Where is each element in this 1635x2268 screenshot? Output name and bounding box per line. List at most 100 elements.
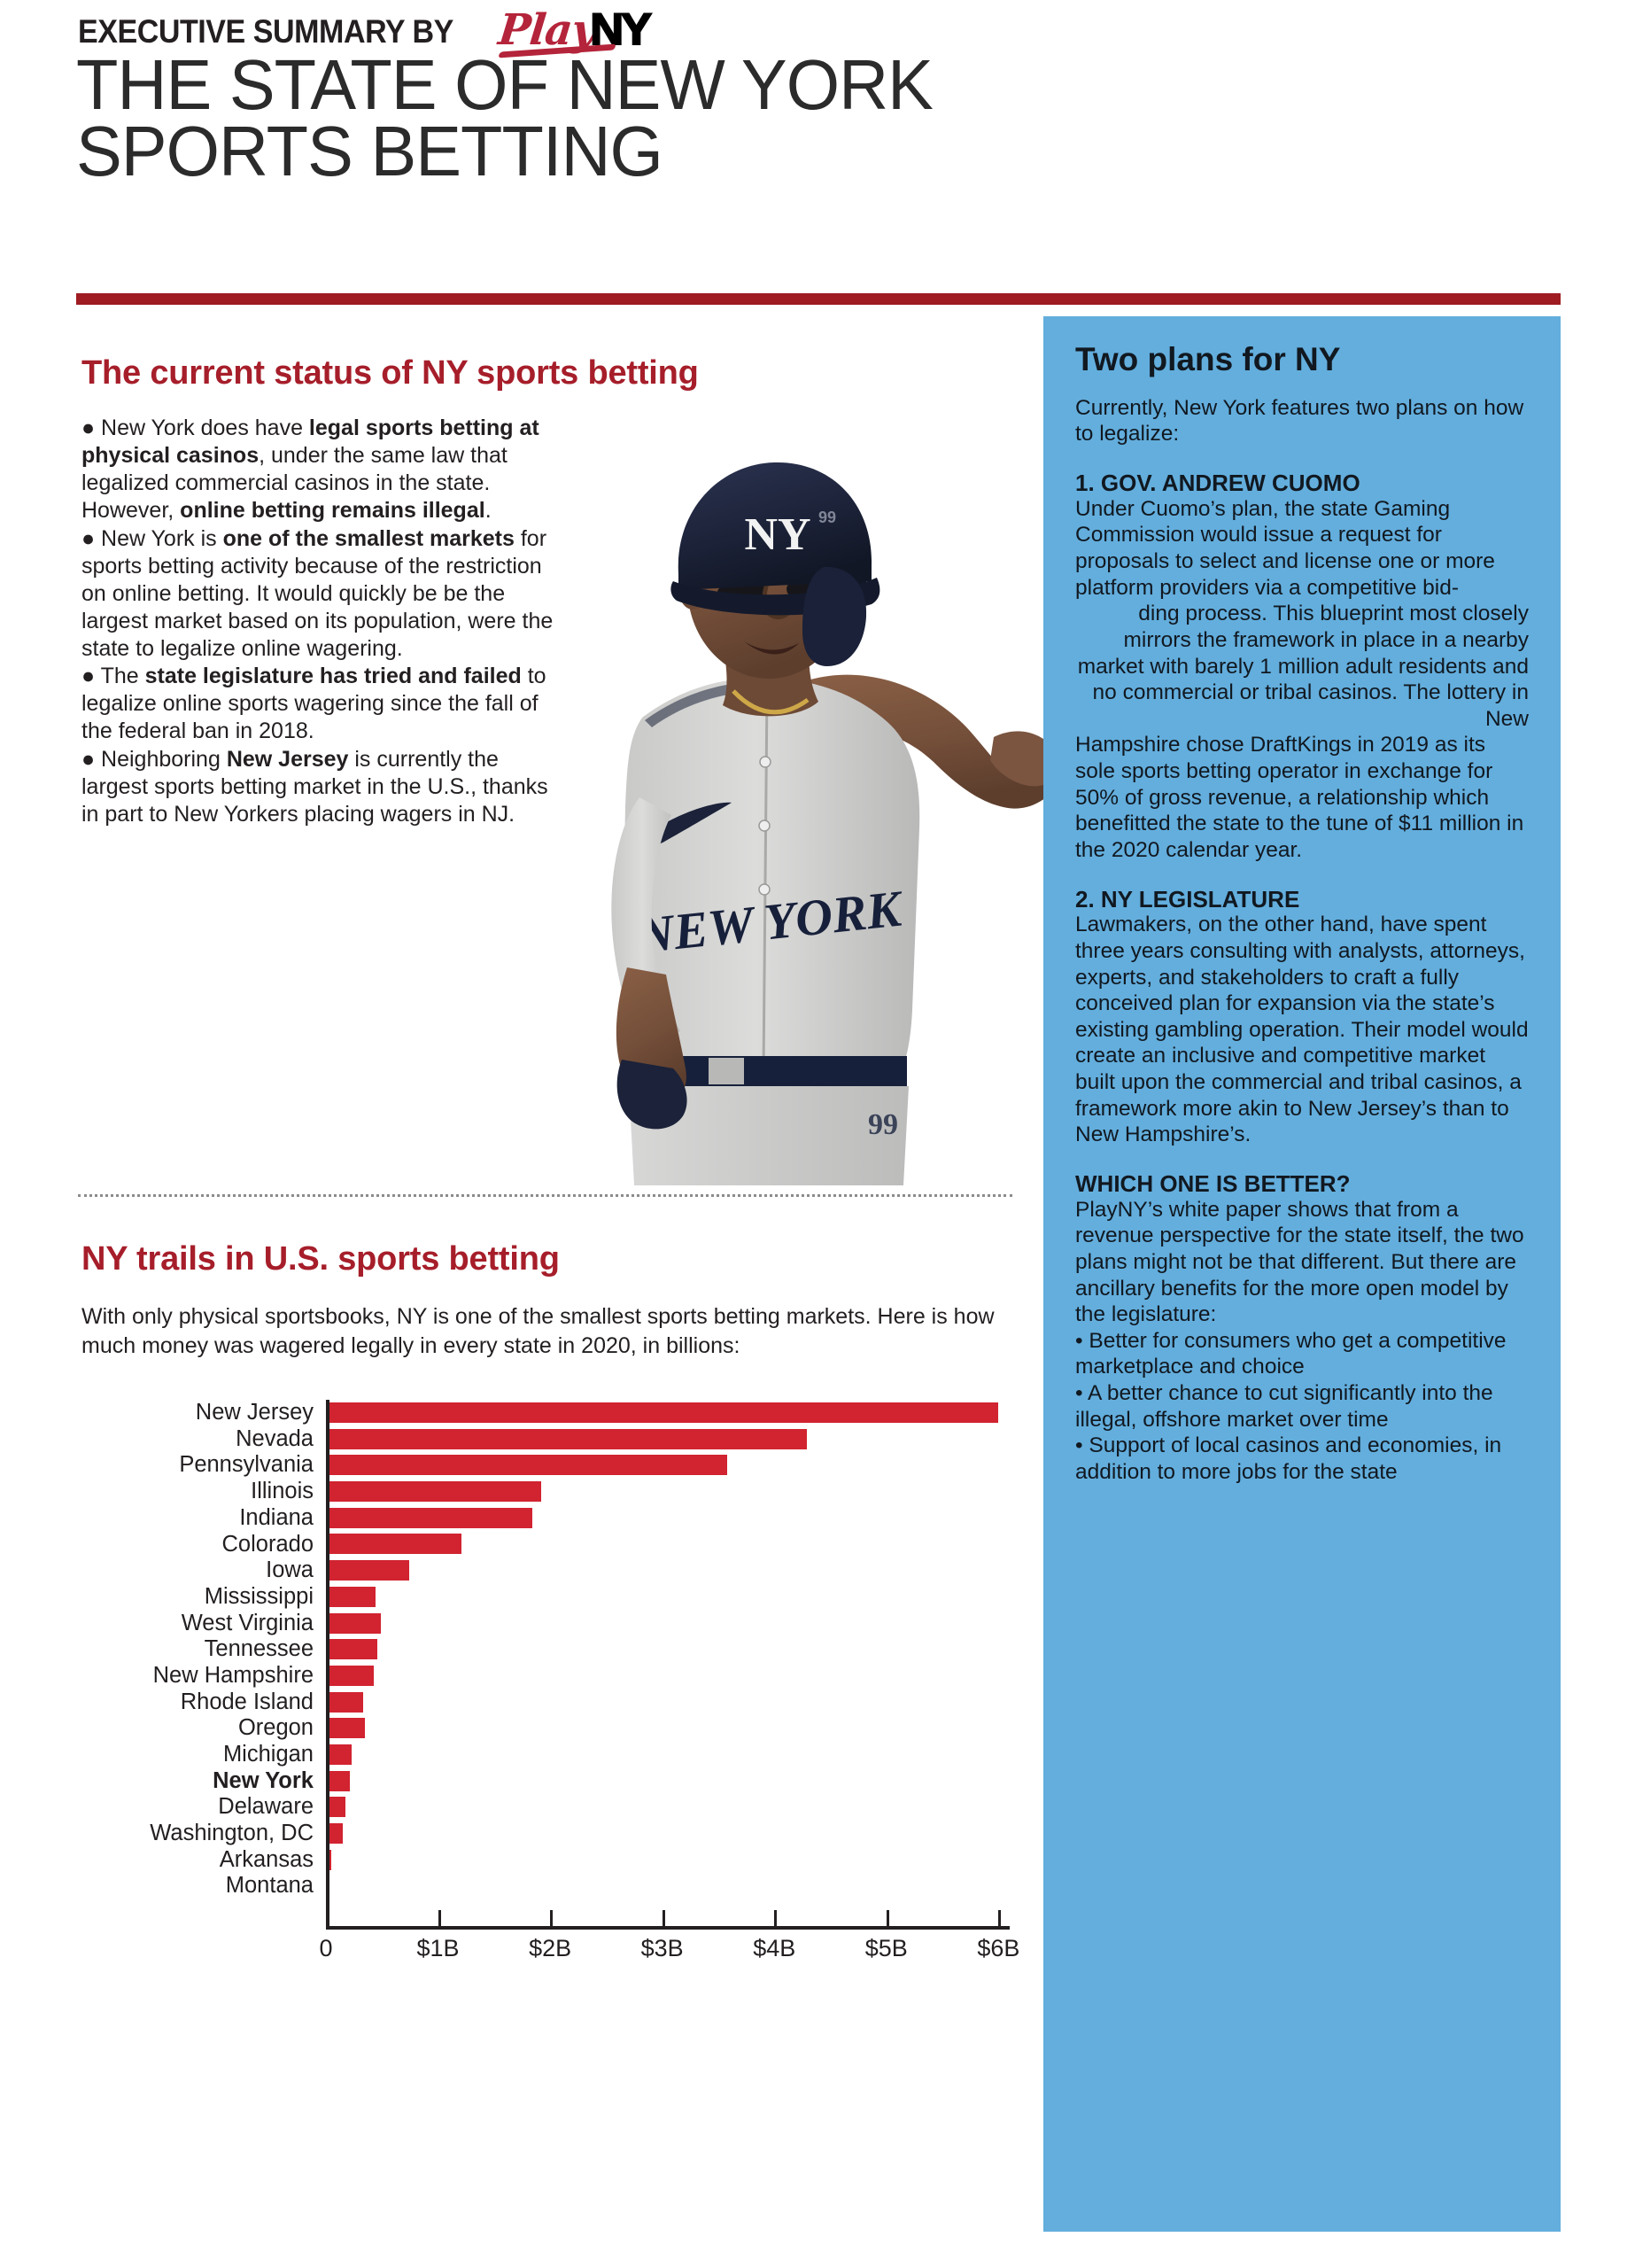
helmet-ear-flap [802,566,867,666]
chart-row: Michigan [89,1742,1027,1768]
chart-category-label: Montana [225,1873,314,1899]
page-title-line-1: THE STATE OF NEW YORK [76,45,934,124]
chart-rows: New Jersey Nevada Pennsylvania Illinois Indi… [89,1400,1027,1899]
chart-category-label: Pennsylvania [179,1452,314,1478]
chart-bar [326,1612,381,1634]
chart-bar [326,1665,375,1686]
chart-x-tick [998,1910,1002,1926]
chart-x-tick [774,1910,778,1926]
chart-row: New York [89,1768,1027,1795]
chart-bar [326,1481,541,1503]
chart-x-tick-label: $5B [864,1935,908,1961]
chart-x-tick [662,1910,665,1926]
chart-y-axis [326,1400,329,1926]
chart-row: Tennessee [89,1636,1027,1663]
chart-category-label: Tennessee [204,1636,314,1662]
chart-row: Iowa [89,1557,1027,1584]
player-pants [629,1086,909,1185]
which-better-body: PlayNY’s white paper shows that from a r… [1075,1197,1524,1327]
chart-category-label: Michigan [222,1742,314,1767]
chart-bar [326,1770,350,1791]
player-jersey [622,678,920,1076]
chart-row: Oregon [89,1715,1027,1742]
chart-row: West Virginia [89,1611,1027,1637]
chart-bar-track [326,1611,1027,1637]
chart-bar [326,1744,353,1765]
playny-logo: Play NY [496,5,653,58]
blue-panel-intro: Currently, New York features two plans o… [1075,395,1524,447]
chart-row: Indiana [89,1505,1027,1532]
chart-x-tick-label: $6B [977,1935,1020,1961]
chart-bar-track [326,1452,1027,1479]
chart-x-tick-label: $1B [416,1935,460,1961]
chart-category-label: Mississippi [204,1583,314,1609]
chart-bar-track [326,1505,1027,1532]
plan-2-body: Lawmakers, on the other hand, have spent… [1075,913,1529,1147]
player-right-hand [990,731,1058,787]
page-title: THE STATE OF NEW YORK SPORTS BETTING [76,50,1193,187]
left-bullet-4: ● Neighboring New Jersey is currently th… [81,746,548,827]
chart-row: Rhode Island [89,1689,1027,1716]
plan-2-heading: 2. NY LEGISLATURE [1075,885,1300,913]
player-mouth [744,641,799,655]
left-bullet-3: ● The state legislature has tried and fa… [81,664,546,744]
chart-category-label: New Jersey [195,1400,314,1425]
chart-category-label: Colorado [221,1531,314,1557]
chart-x-tick-label: $3B [640,1935,684,1961]
left-body-text: ● New York does have legal sports bettin… [81,415,570,828]
chart-x-tick-label: 0 [319,1935,333,1961]
which-better-bullet-3: • Support of local casinos and economies… [1075,1433,1502,1485]
chart-category-label: Indiana [239,1504,314,1530]
chart-row: Nevada [89,1426,1027,1453]
two-plans-panel: Two plans for NY Currently, New York fea… [1043,316,1561,2232]
chart-row: Pennsylvania [89,1452,1027,1479]
chart-bar-track [326,1768,1027,1795]
chart-row: Delaware [89,1794,1027,1821]
plan-1-body-b: ding process. This blueprint most closel… [1077,602,1529,731]
chart-x-tick [550,1910,554,1926]
chart-bar [326,1560,409,1581]
chart-row: Colorado [89,1531,1027,1557]
chart-bar [326,1639,378,1660]
chart-bar-track [326,1663,1027,1689]
chart-category-label: Rhode Island [180,1689,314,1714]
chart-bar-track [326,1557,1027,1584]
chart-bar-track [326,1584,1027,1611]
chart-category-label: Arkansas [219,1846,314,1872]
chart-bar [326,1455,728,1476]
chart-section-title: NY trails in U.S. sports betting [81,1240,560,1278]
header-red-rule [76,293,1561,305]
chart-category-label: Nevada [236,1425,314,1451]
chart-intro-text: With only physical sportsbooks, NY is on… [81,1304,995,1358]
left-bullet-2: ● New York is one of the smallest market… [81,525,554,662]
nike-swoosh-icon [652,802,732,844]
chart-bar [326,1797,345,1818]
chart-category-label: Iowa [266,1557,314,1583]
plan-1-heading: 1. GOV. ANDREW CUOMO [1075,470,1360,497]
section-divider [78,1194,1012,1197]
chart-bar-track [326,1794,1027,1821]
baseball-player-photo: NEW YORK 99 [611,462,1063,1185]
chart-row: Montana [89,1873,1027,1899]
chart-x-tick [886,1910,889,1926]
chart-category-label: Washington, DC [150,1821,314,1846]
chart-row: Illinois [89,1479,1027,1505]
chart-category-label: New York [213,1767,314,1793]
chart-bar [326,1823,343,1844]
chart-category-label: West Virginia [181,1610,314,1635]
chart-bar [326,1691,363,1713]
chart-bar-track [326,1689,1027,1716]
chart-category-label: Illinois [251,1479,314,1504]
eyebrow-label: EXECUTIVE SUMMARY BY [78,12,453,50]
chart-x-tick-label: $4B [753,1935,796,1961]
left-section-title: The current status of NY sports betting [81,354,699,392]
page-title-line-2: SPORTS BETTING [76,112,663,191]
chart-row: Mississippi [89,1584,1027,1611]
chart-bar-track [326,1715,1027,1742]
chart-x-tick [438,1910,441,1926]
chart-x-axis [326,1926,1010,1930]
chart-bar [326,1507,532,1528]
batting-glove-icon [616,1060,687,1130]
chart-bar-track [326,1426,1027,1453]
